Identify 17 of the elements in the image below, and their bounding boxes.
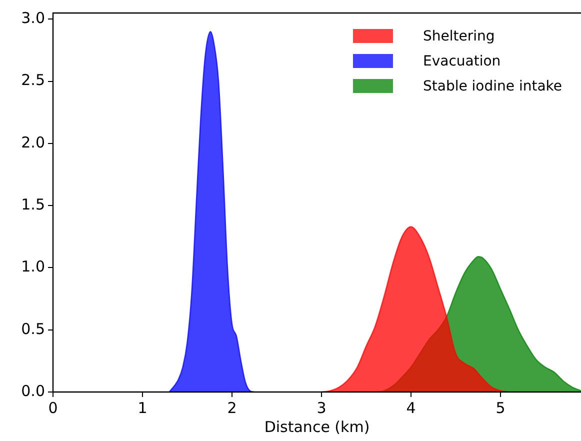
y-tick-label: 0.5 [21,320,45,338]
legend-label: Evacuation [422,54,501,70]
y-tick-label: 0.0 [21,382,45,400]
y-tick-label: 2.0 [21,133,45,152]
x-tick-label: 3 [316,398,326,417]
x-tick-label: 4 [406,398,416,417]
legend-label: Stable iodine intake [422,78,562,95]
x-axis-title: Distance (km) [264,418,370,436]
x-tick-label: 5 [496,398,506,417]
legend-label: Sheltering [422,28,495,45]
y-tick-label: 1.5 [21,195,45,214]
x-tick-label: 0 [48,398,58,417]
y-tick-label: 1.0 [21,258,45,276]
y-tick-label: 2.5 [21,71,45,90]
x-tick-label: 2 [227,398,237,417]
x-tick-label: 1 [138,398,148,417]
y-tick-label: 3.0 [21,9,45,28]
